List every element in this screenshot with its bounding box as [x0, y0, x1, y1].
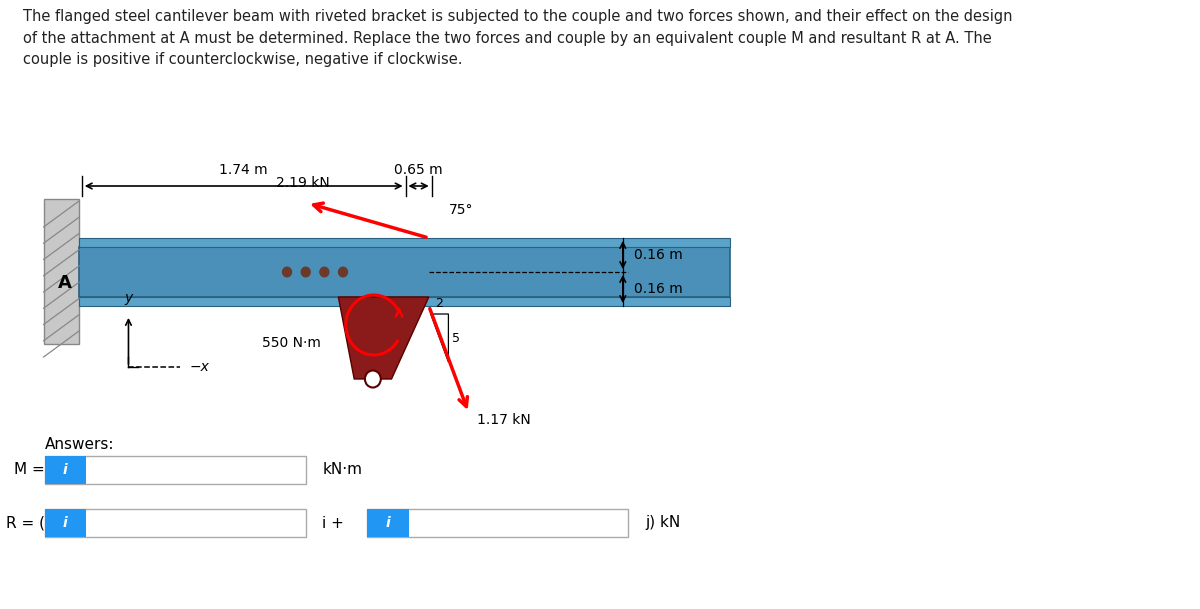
FancyBboxPatch shape	[367, 509, 409, 537]
Text: y: y	[125, 291, 132, 305]
Text: 1.74 m: 1.74 m	[220, 163, 268, 177]
Text: 0.65 m: 0.65 m	[395, 163, 443, 177]
FancyBboxPatch shape	[44, 509, 86, 537]
Text: i +: i +	[323, 515, 344, 530]
FancyBboxPatch shape	[367, 509, 629, 537]
Bar	[79, 297, 730, 306]
Text: The flanged steel cantilever beam with riveted bracket is subjected to the coupl: The flanged steel cantilever beam with r…	[23, 9, 1013, 68]
Text: 75°: 75°	[449, 203, 474, 217]
Text: Answers:: Answers:	[44, 437, 114, 452]
Circle shape	[301, 267, 310, 277]
Text: 1.17 kN: 1.17 kN	[478, 413, 530, 427]
Text: 0.16 m: 0.16 m	[634, 248, 683, 262]
Text: i: i	[64, 463, 67, 477]
FancyBboxPatch shape	[44, 509, 306, 537]
Text: −x: −x	[190, 360, 209, 374]
Text: 0.16 m: 0.16 m	[634, 282, 683, 296]
Text: j) kN: j) kN	[646, 515, 680, 530]
Circle shape	[282, 267, 292, 277]
Text: 5: 5	[452, 331, 460, 345]
Polygon shape	[338, 297, 428, 379]
Text: 2.19 kN: 2.19 kN	[276, 176, 330, 190]
Text: A: A	[58, 274, 72, 292]
Text: 2: 2	[436, 297, 444, 310]
Bar	[79, 247, 730, 297]
Circle shape	[338, 267, 348, 277]
Circle shape	[365, 370, 380, 387]
Bar	[79, 238, 730, 247]
Text: R = (: R = (	[6, 515, 44, 530]
Text: 550 N·m: 550 N·m	[263, 336, 322, 350]
FancyBboxPatch shape	[44, 456, 306, 484]
Bar	[43, 199, 79, 344]
FancyBboxPatch shape	[44, 456, 86, 484]
Circle shape	[320, 267, 329, 277]
Text: M =: M =	[13, 462, 44, 477]
Text: kN·m: kN·m	[323, 462, 362, 477]
Text: i: i	[385, 516, 390, 530]
Text: i: i	[64, 516, 67, 530]
